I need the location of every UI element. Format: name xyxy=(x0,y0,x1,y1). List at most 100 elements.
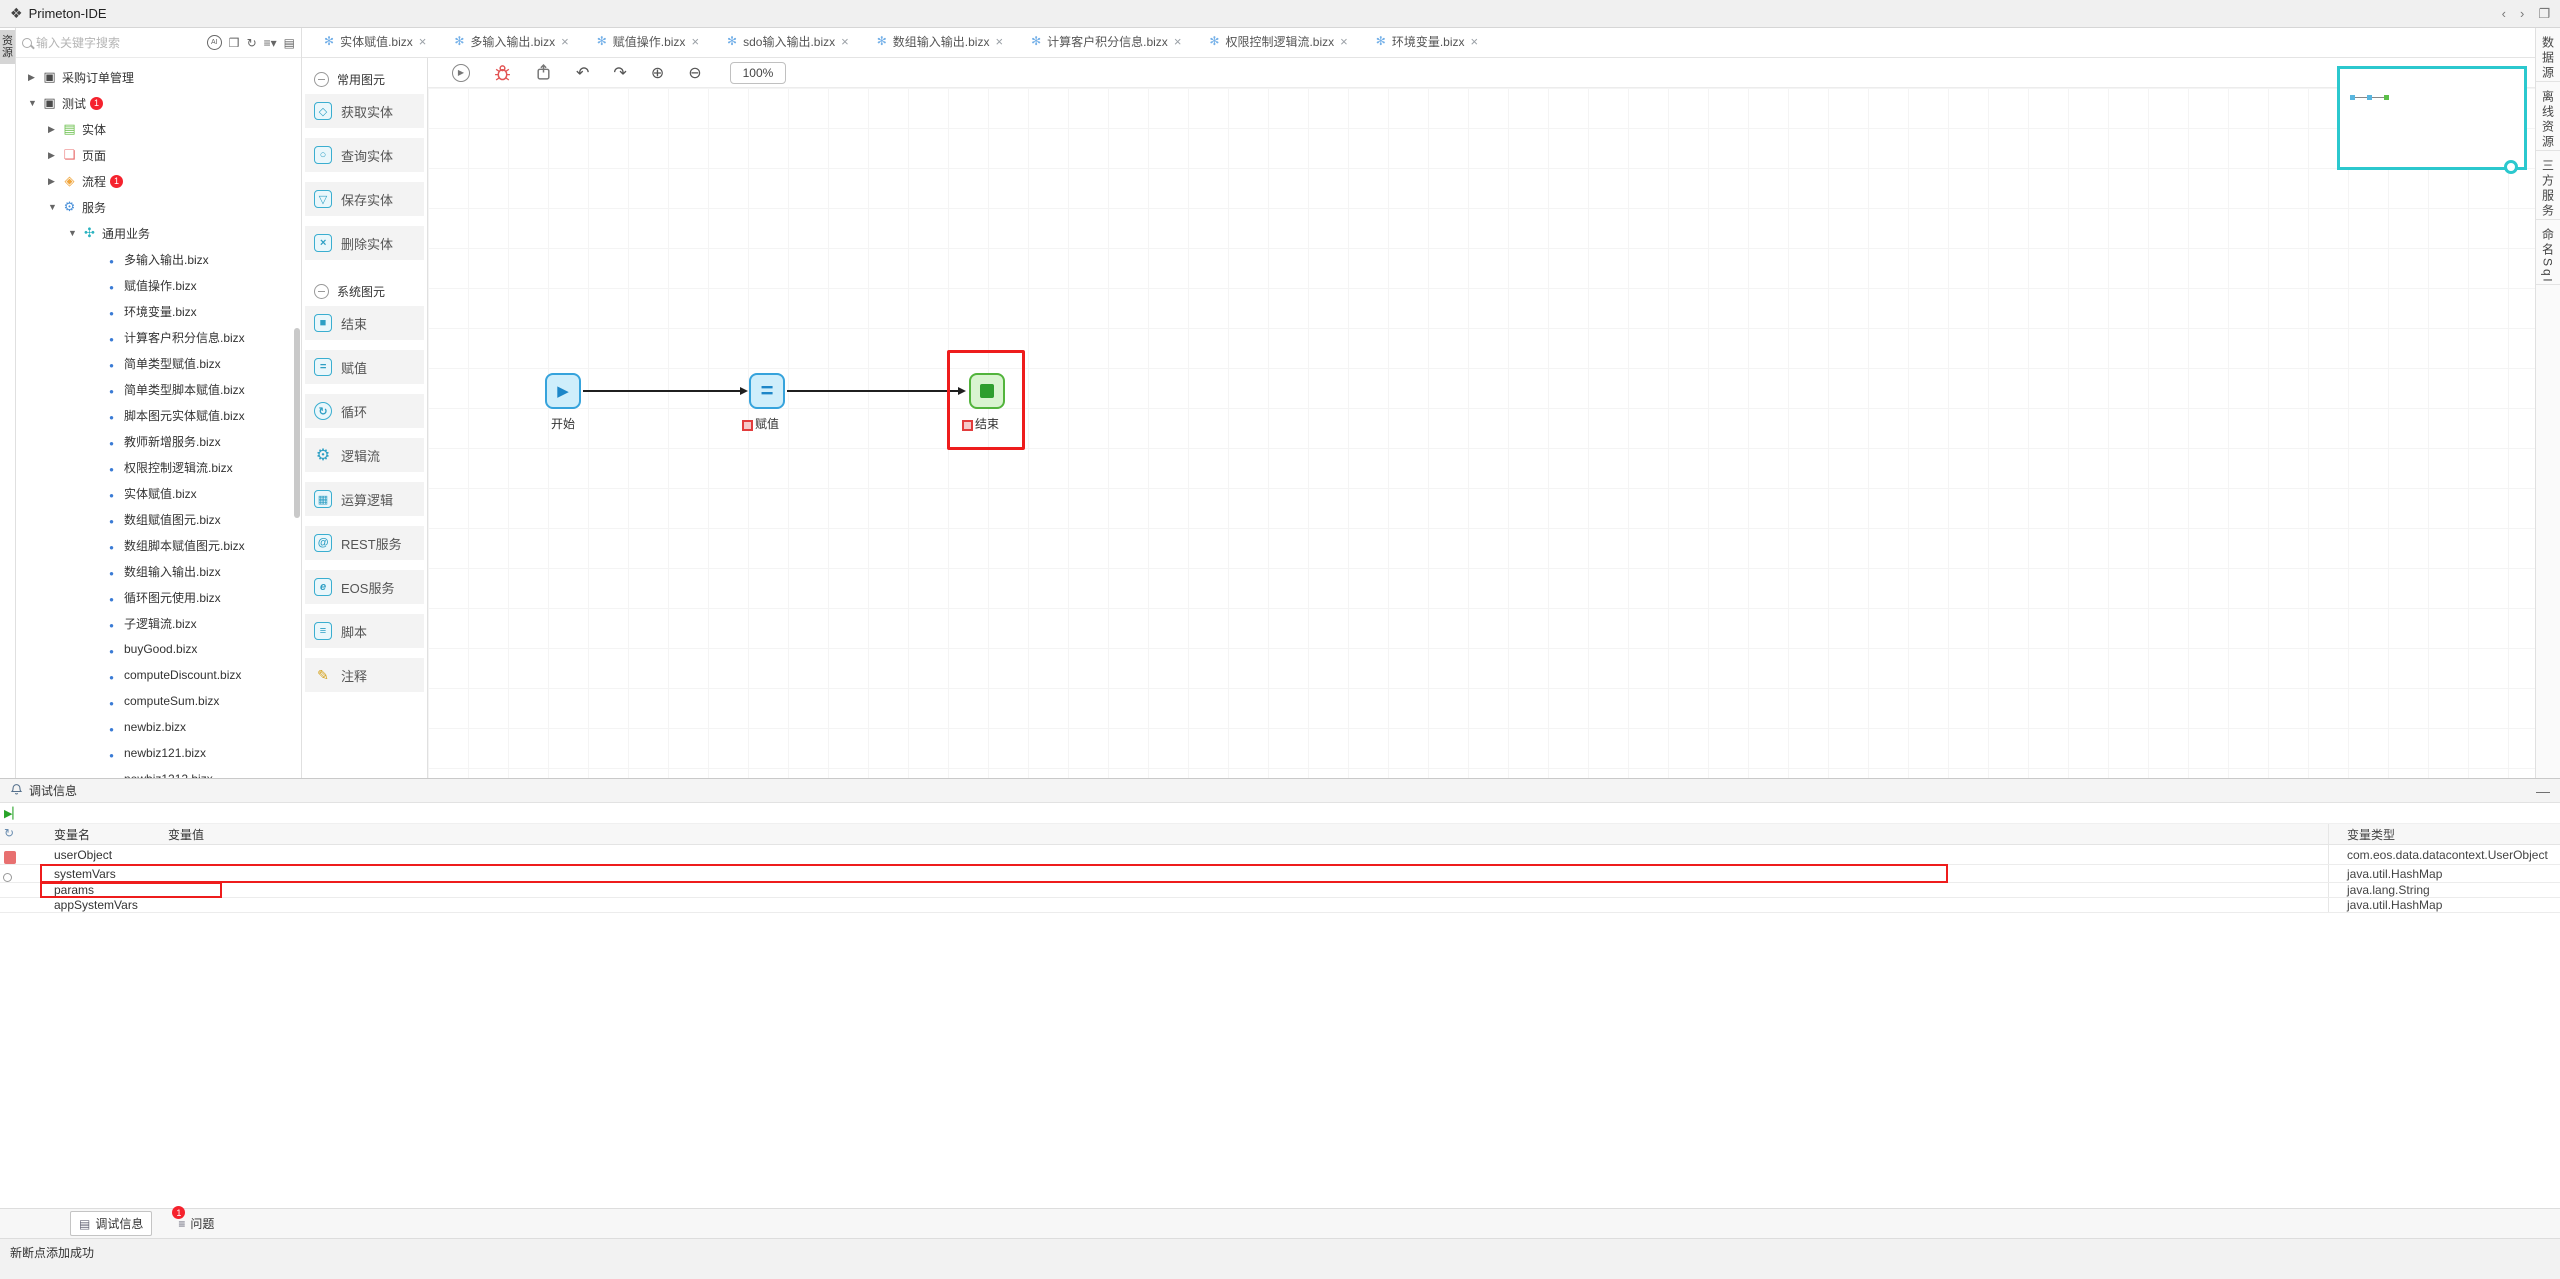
tree-item[interactable]: 权限控制逻辑流.bizx xyxy=(16,454,301,480)
resume-icon[interactable] xyxy=(4,807,21,820)
tree-item[interactable]: 赋值操作.bizx xyxy=(16,272,301,298)
tree-item[interactable]: 数组赋值图元.bizx xyxy=(16,506,301,532)
close-icon[interactable] xyxy=(561,34,569,49)
tree-item[interactable]: ▶ 采购订单管理 xyxy=(16,64,301,90)
debug-icon[interactable] xyxy=(494,64,511,81)
tree-expander-icon[interactable]: ▼ xyxy=(48,202,57,212)
tree-item[interactable]: 多输入输出.bizx xyxy=(16,246,301,272)
breakpoint-marker[interactable] xyxy=(962,420,973,431)
document-icon[interactable]: ▤ xyxy=(283,35,295,50)
right-strip-tab[interactable]: 数据源 xyxy=(2536,28,2560,82)
variable-row[interactable]: params java.lang.String xyxy=(0,882,2560,898)
tree-scrollbar[interactable] xyxy=(294,328,300,518)
tree-item[interactable]: 循环图元使用.bizx xyxy=(16,584,301,610)
palette-item[interactable]: ↻ 循环 xyxy=(305,394,424,428)
tree-item[interactable]: 脚本图元实体赋值.bizx xyxy=(16,402,301,428)
tree-item[interactable]: ▼ 测试 1 xyxy=(16,90,301,116)
undo-icon[interactable]: ↶ xyxy=(576,64,590,82)
tree-item[interactable]: 简单类型赋值.bizx xyxy=(16,350,301,376)
palette-item[interactable]: ○ 查询实体 xyxy=(305,138,424,172)
tree-item[interactable]: buyGood.bizx xyxy=(16,636,301,662)
nav-forward-icon[interactable]: › xyxy=(2520,5,2525,21)
palette-item[interactable]: ▦ 运算逻辑 xyxy=(305,482,424,516)
palette-item[interactable]: ▽ 保存实体 xyxy=(305,182,424,216)
bottom-tab-problems[interactable]: ≡ 1 问题 xyxy=(170,1206,222,1235)
bottom-tab-debug-info[interactable]: ▤ 调试信息 xyxy=(70,1211,153,1236)
flow-edge[interactable] xyxy=(787,387,966,395)
palette-item[interactable]: ⚙ 逻辑流 xyxy=(305,438,424,472)
editor-tab[interactable]: 环境变量.bizx xyxy=(1362,28,1492,57)
tree-item[interactable]: newbiz1212.bizx xyxy=(16,766,301,778)
variable-row[interactable]: systemVars java.util.HashMap xyxy=(0,864,2560,883)
column-header-type[interactable]: 变量类型 xyxy=(2328,824,2560,844)
flow-canvas[interactable]: 开始 赋值 结束 xyxy=(428,88,2535,778)
tree-expander-icon[interactable]: ▼ xyxy=(68,228,77,238)
close-icon[interactable] xyxy=(1471,34,1479,49)
palette-section-header[interactable]: 常用图元 xyxy=(302,64,427,94)
editor-tab[interactable]: 赋值操作.bizx xyxy=(583,28,713,57)
publish-icon[interactable] xyxy=(535,64,552,81)
palette-item[interactable]: × 删除实体 xyxy=(305,226,424,260)
palette-item[interactable]: @ REST服务 xyxy=(305,526,424,560)
editor-tab[interactable]: sdo输入输出.bizx xyxy=(713,28,863,57)
palette-item[interactable]: ■ 结束 xyxy=(305,306,424,340)
close-icon[interactable] xyxy=(995,34,1003,49)
close-icon[interactable] xyxy=(1174,34,1182,49)
tree-expander-icon[interactable]: ▶ xyxy=(48,175,55,186)
minimap-resize-handle[interactable] xyxy=(2504,160,2518,174)
redo-icon[interactable]: ↷ xyxy=(613,64,627,82)
tree-item[interactable]: 简单类型脚本赋值.bizx xyxy=(16,376,301,402)
variable-row[interactable]: userObject com.eos.data.datacontext.User… xyxy=(0,845,2560,865)
zoom-in-icon[interactable]: ⊕ xyxy=(650,64,665,82)
tree-expander-icon[interactable]: ▶ xyxy=(48,149,55,160)
editor-tab[interactable]: 计算客户积分信息.bizx xyxy=(1017,28,1195,57)
column-header-name[interactable]: 变量名 xyxy=(54,827,91,842)
filter-list-icon[interactable]: ≡▾ xyxy=(263,35,277,50)
editor-tab[interactable]: 实体赋值.bizx xyxy=(310,28,440,57)
right-strip-tab[interactable]: 离线资源 xyxy=(2536,82,2560,151)
palette-item[interactable]: ≡ 脚本 xyxy=(305,614,424,648)
column-header-value[interactable]: 变量值 xyxy=(168,827,205,842)
nav-back-icon[interactable]: ‹ xyxy=(2501,5,2506,21)
palette-item[interactable]: = 赋值 xyxy=(305,350,424,384)
close-icon[interactable] xyxy=(1340,34,1348,49)
right-strip-tab[interactable]: 命名Sql xyxy=(2536,220,2560,286)
tree-item[interactable]: ▼ 通用业务 xyxy=(16,220,301,246)
palette-section-header[interactable]: 系统图元 xyxy=(302,276,427,306)
close-icon[interactable] xyxy=(419,34,427,49)
tree-item[interactable]: ▼ 服务 xyxy=(16,194,301,220)
resource-strip-tab[interactable]: 资源 xyxy=(0,30,15,64)
palette-item[interactable]: e EOS服务 xyxy=(305,570,424,604)
ai-icon[interactable]: AI xyxy=(206,35,222,50)
refresh-icon[interactable]: ↻ xyxy=(246,35,257,50)
tree-item[interactable]: computeSum.bizx xyxy=(16,688,301,714)
breakpoint-marker[interactable] xyxy=(742,420,753,431)
tree-item[interactable]: newbiz.bizx xyxy=(16,714,301,740)
editor-tab[interactable]: 数组输入输出.bizx xyxy=(863,28,1017,57)
flow-node-start[interactable] xyxy=(545,373,581,409)
editor-tab[interactable]: 多输入输出.bizx xyxy=(440,28,582,57)
right-strip-tab[interactable]: 三方服务 xyxy=(2536,151,2560,220)
tree-item[interactable]: ▶ 实体 xyxy=(16,116,301,142)
tree-item[interactable]: 实体赋值.bizx xyxy=(16,480,301,506)
debug-panel-header[interactable]: 调试信息 — xyxy=(0,779,2560,803)
variable-row[interactable]: appSystemVars java.util.HashMap xyxy=(0,898,2560,913)
search-input[interactable] xyxy=(36,35,203,50)
window-restore-icon[interactable]: ❐ xyxy=(2538,5,2550,21)
zoom-level[interactable]: 100% xyxy=(729,61,787,84)
new-module-icon[interactable]: ❒ xyxy=(228,35,240,50)
tree-item[interactable]: 数组脚本赋值图元.bizx xyxy=(16,532,301,558)
tree-item[interactable]: newbiz121.bizx xyxy=(16,740,301,766)
tree-item[interactable]: 子逻辑流.bizx xyxy=(16,610,301,636)
tree-item[interactable]: computeDiscount.bizx xyxy=(16,662,301,688)
tree-item[interactable]: ▶ 页面 xyxy=(16,142,301,168)
tree-expander-icon[interactable]: ▼ xyxy=(28,98,37,108)
tree-expander-icon[interactable]: ▶ xyxy=(48,123,55,134)
palette-item[interactable]: ◇ 获取实体 xyxy=(305,94,424,128)
flow-node-end[interactable] xyxy=(969,373,1005,409)
tree-item[interactable]: ▶ 流程 1 xyxy=(16,168,301,194)
tree-item[interactable]: 数组输入输出.bizx xyxy=(16,558,301,584)
close-icon[interactable] xyxy=(691,34,699,49)
editor-tab[interactable]: 权限控制逻辑流.bizx xyxy=(1195,28,1361,57)
minimap[interactable] xyxy=(2337,66,2527,174)
